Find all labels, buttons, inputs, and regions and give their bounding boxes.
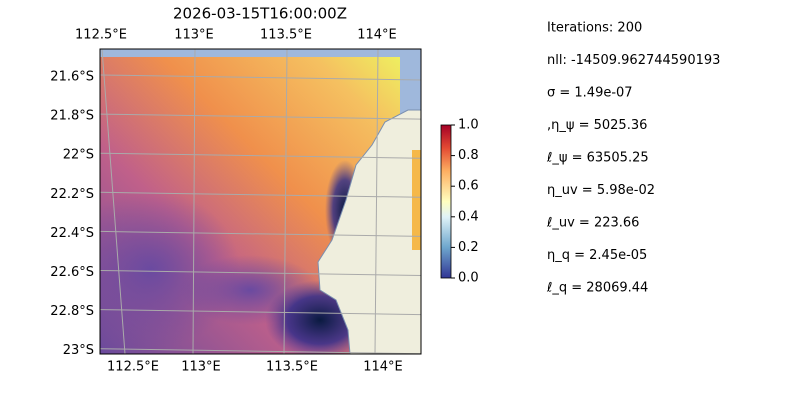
lon-label-top: 114°E: [357, 28, 397, 43]
lon-label-bottom: 114°E: [363, 360, 403, 375]
parallel: [100, 152, 421, 159]
colorbar: [440, 124, 452, 279]
lon-label-bottom: 113°E: [181, 360, 221, 375]
parallel: [100, 74, 421, 81]
lon-label-top: 112.5°E: [75, 28, 127, 43]
parallel: [100, 113, 421, 120]
map-field: [100, 49, 421, 354]
lat-label: 22.8°S: [50, 304, 94, 319]
colorbar-tick-label: 1.0: [458, 118, 479, 133]
colorbar-tick-label: 0.2: [458, 240, 479, 255]
lat-label: 21.8°S: [50, 109, 94, 124]
lon-label-top: 113.5°E: [260, 28, 312, 43]
meridian: [192, 49, 196, 354]
info-line: ℓ_uv = 223.66: [546, 216, 639, 231]
labels: 112.5°E 113°E 113.5°E 114°E 112.5°E 113°E 113.…: [50, 21, 720, 375]
colorbar-tick-label: 0.4: [458, 209, 479, 224]
lat-label: 22°S: [63, 148, 94, 163]
colorbar-tick-label: 0.8: [458, 148, 479, 163]
lon-label-bottom: 113.5°E: [266, 360, 318, 375]
colorbar-tick-label: 0.0: [458, 271, 479, 286]
info-line: σ = 1.49e-07: [547, 86, 633, 101]
meridian: [374, 49, 379, 354]
lat-label: 23°S: [63, 343, 94, 358]
graticule: [100, 49, 421, 354]
title: 2026-03-15T16:00:00Z: [173, 5, 347, 23]
info-line: nll: -14509.962744590193: [547, 53, 720, 68]
lat-label: 22.4°S: [50, 226, 94, 241]
parallel: [100, 309, 421, 316]
parallel: [100, 191, 421, 198]
info-line: η_q = 2.45e-05: [547, 248, 647, 263]
meridian: [283, 49, 288, 354]
lat-label: 21.6°S: [50, 70, 94, 85]
lon-label-top: 113°E: [174, 28, 214, 43]
parallel: [100, 270, 421, 276]
parallel: [100, 348, 421, 354]
meridian: [101, 49, 126, 354]
info-line: ,η_ψ = 5025.36: [547, 118, 647, 133]
info-line: Iterations: 200: [547, 21, 642, 36]
info-line: ℓ_q = 28069.44: [546, 281, 648, 296]
lat-label: 22.6°S: [50, 265, 94, 280]
lat-label: 22.2°S: [50, 187, 94, 202]
map-frame: [99, 48, 422, 355]
info-line: η_uv = 5.98e-02: [547, 183, 655, 198]
colorbar-tick-label: 0.6: [458, 179, 479, 194]
info-line: ℓ_ψ = 63505.25: [546, 151, 649, 166]
lon-label-bottom: 112.5°E: [107, 360, 159, 375]
parallel: [100, 230, 421, 237]
